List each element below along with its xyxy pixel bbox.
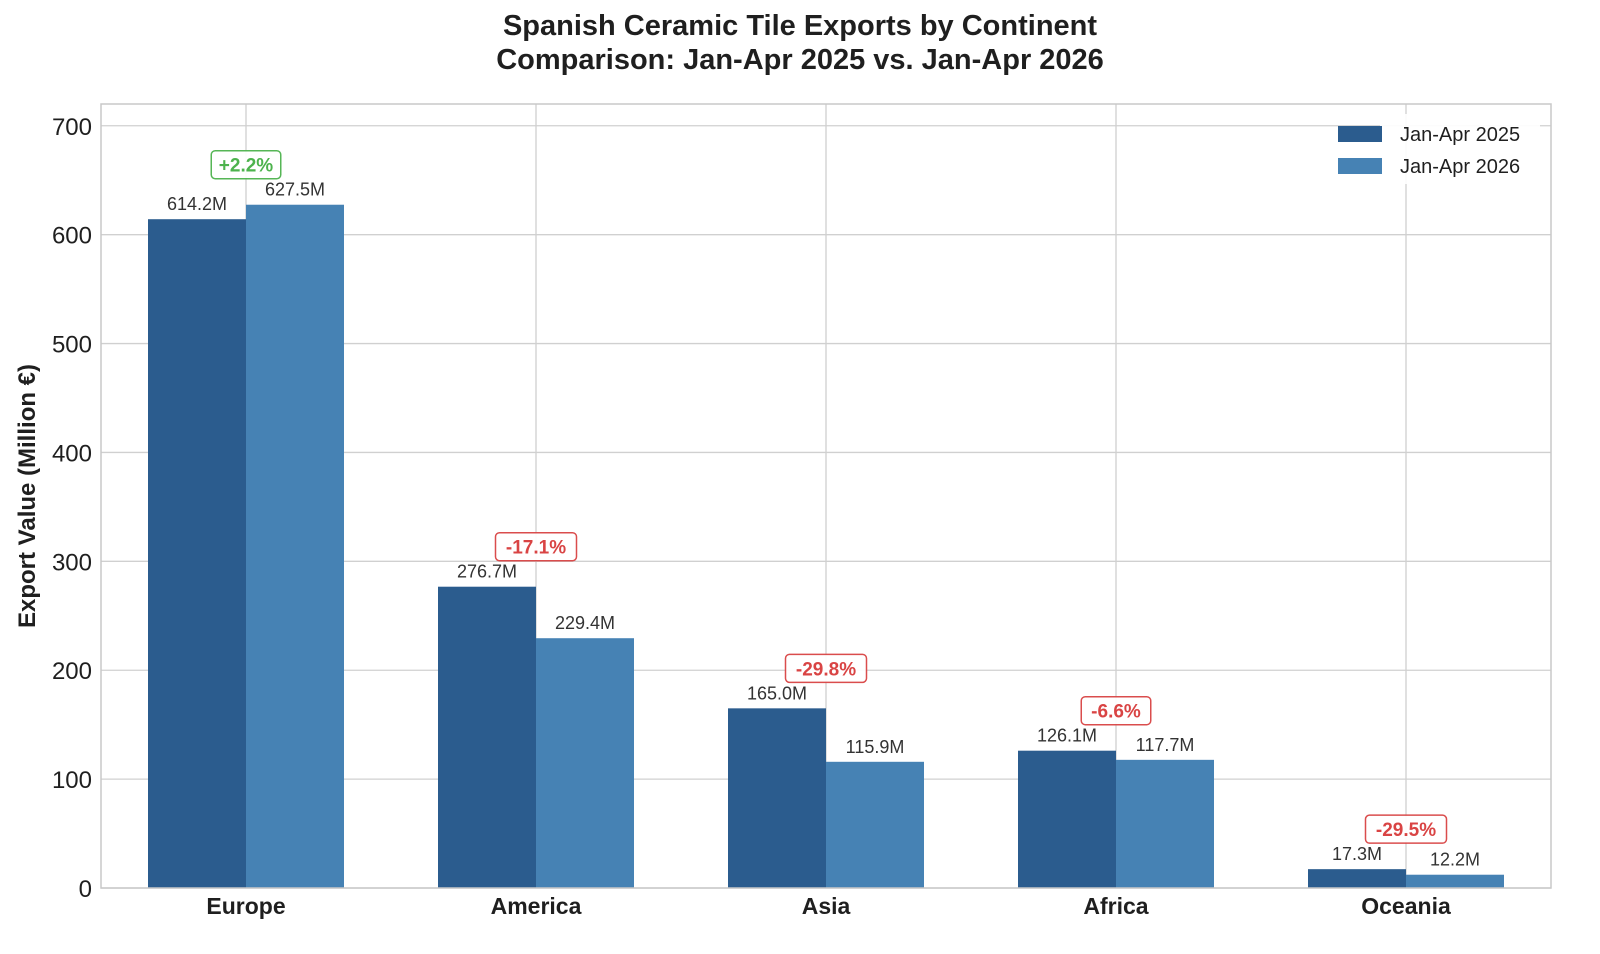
change-annotation: -17.1% [506, 538, 566, 559]
x-tick-label: Africa [1083, 893, 1148, 919]
y-tick-label: 0 [79, 876, 92, 903]
bars [148, 204, 1504, 888]
legend-label: Jan-Apr 2025 [1400, 124, 1520, 146]
bar [536, 638, 634, 888]
bar [1406, 874, 1504, 888]
bar-value-label: 115.9M [846, 737, 905, 757]
y-tick-label: 300 [52, 549, 92, 576]
y-tick-label: 400 [52, 440, 92, 467]
legend-swatch [1338, 158, 1382, 174]
x-tick-label: Europe [206, 893, 285, 919]
chart-subtitle: Comparison: Jan-Apr 2025 vs. Jan-Apr 202… [496, 44, 1104, 76]
change-annotation-box [210, 149, 282, 180]
chart-title: Spanish Ceramic Tile Exports by Continen… [502, 10, 1098, 42]
bar-value-label: 12.2M [1430, 850, 1480, 870]
y-tick-label: 100 [52, 767, 92, 794]
change-annotation: -29.8% [796, 659, 856, 680]
change-annotation-box [1080, 695, 1152, 726]
change-annotation-box [1364, 814, 1448, 844]
bar [148, 219, 246, 888]
x-tick-label: Asia [802, 893, 851, 919]
bar [1308, 869, 1406, 888]
x-tick-label: America [491, 893, 582, 919]
plot-border [100, 103, 1552, 889]
bar-value-label: 229.4M [555, 613, 615, 633]
y-tick-label: 500 [52, 332, 92, 359]
data-labels: 614.2M 276.7M 165.0M 126.1M 17.3M 627.5M 229.4… [167, 149, 1480, 870]
bar [826, 761, 924, 888]
bar-value-label: 17.3M [1332, 844, 1382, 864]
legend: Jan-Apr 2025 Jan-Apr 2026 [1338, 114, 1540, 184]
change-annotation: +2.2% [219, 156, 274, 177]
change-annotation: -29.5% [1376, 820, 1436, 841]
bar [438, 586, 536, 888]
bar-value-label: 614.2M [167, 194, 227, 214]
y-tick-label: 600 [52, 223, 92, 250]
bar [1018, 750, 1116, 888]
bar-value-label: 627.5M [265, 180, 325, 200]
legend-label: Jan-Apr 2026 [1400, 156, 1520, 178]
axes: 0 100 200 300 400 500 600 700 Europe America Asia A… [14, 103, 1552, 919]
y-axis-label: Export Value (Million €) [14, 364, 41, 628]
bar-value-label: 276.7M [457, 562, 517, 582]
change-annotation: -6.6% [1091, 702, 1141, 723]
y-tick-label: 700 [52, 114, 92, 141]
bar [728, 708, 826, 888]
bar-value-label: 165.0M [747, 683, 807, 703]
change-annotation-box [494, 531, 578, 562]
y-tick-label: 200 [52, 658, 92, 685]
bar [246, 204, 344, 888]
x-tick-label: Oceania [1361, 893, 1451, 919]
bar-value-label: 117.7M [1136, 735, 1195, 755]
legend-swatch [1338, 126, 1382, 142]
bar [1116, 759, 1214, 888]
change-annotation-box [784, 653, 868, 684]
legend-background [1380, 114, 1540, 184]
bar-value-label: 126.1M [1037, 726, 1097, 746]
